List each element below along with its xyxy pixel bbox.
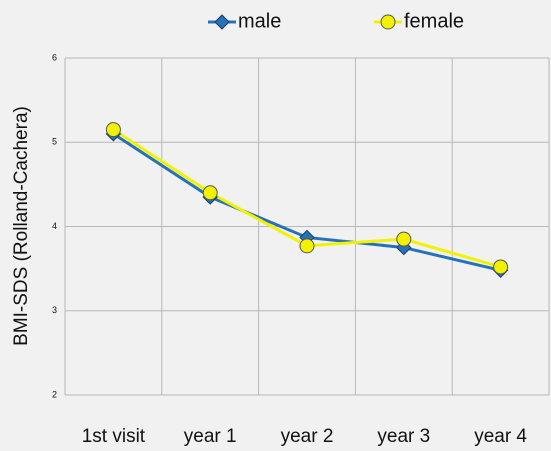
x-tick-label: 1st visit [82, 426, 146, 447]
legend-label: male [238, 10, 281, 32]
legend-label: female [404, 10, 464, 32]
data-point [202, 185, 218, 201]
y-tick-label: 2 [52, 389, 57, 399]
y-axis-label: BMI-SDS (Rolland-Cachera) [11, 106, 32, 346]
data-point [105, 122, 121, 138]
x-tick-label: year 4 [474, 426, 527, 447]
y-tick-label: 3 [52, 305, 57, 315]
y-tick-label: 5 [52, 137, 57, 147]
y-tick-label: 6 [52, 52, 57, 62]
x-tick-label: year 2 [281, 426, 334, 447]
legend-marker [214, 14, 230, 30]
x-tick-label: year 1 [184, 426, 237, 447]
legend-marker [380, 14, 396, 30]
data-point [493, 259, 509, 275]
data-point [299, 238, 315, 254]
data-point [396, 231, 412, 247]
x-tick-label: year 3 [377, 426, 430, 447]
y-tick-label: 4 [52, 221, 57, 231]
